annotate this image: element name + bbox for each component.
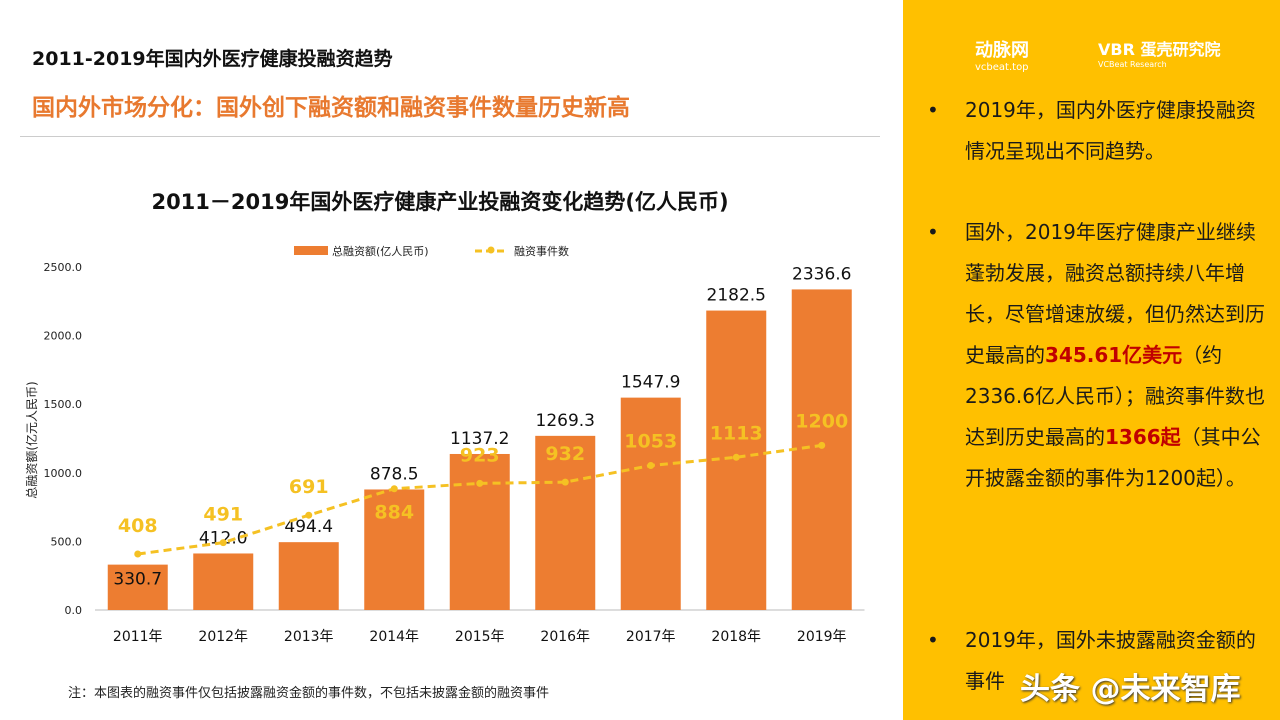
y-tick-label: 1000.0: [44, 467, 83, 480]
line-label: 691: [289, 476, 329, 498]
x-tick-label: 2016年: [540, 629, 590, 645]
bullet-1: • 2019年，国内外医疗健康投融资情况呈现出不同趋势。: [927, 98, 1256, 163]
line-point: [305, 511, 313, 519]
legend-line-marker: [487, 246, 495, 254]
y-axis-label: 总融资额(亿元人民币): [24, 381, 39, 498]
x-tick-label: 2011年: [113, 629, 163, 645]
line-label: 1113: [710, 422, 763, 444]
x-tick-label: 2012年: [198, 629, 248, 645]
bar: [278, 542, 339, 610]
y-tick-label: 2500.0: [44, 261, 83, 274]
x-tick-label: 2013年: [284, 629, 334, 645]
bar: [107, 564, 168, 610]
watermark: 头条 @未来智库: [1020, 672, 1241, 707]
line-point: [732, 453, 740, 461]
bar-label: 2336.6: [792, 264, 851, 284]
line-point: [818, 441, 826, 449]
x-tick-label: 2014年: [369, 629, 419, 645]
chart: 0.0 500.0 1000.0 1500.0 2000.0 2500.0 总融资额(亿元人…: [24, 244, 865, 645]
x-tick-label: 2018年: [711, 629, 761, 645]
x-tick-label: 2017年: [626, 629, 676, 645]
line-label: 1200: [795, 410, 848, 432]
y-tick-label: 2000.0: [44, 330, 83, 343]
bar-label: 2182.5: [707, 286, 766, 306]
x-tick-label: 2019年: [797, 629, 847, 645]
x-tick-label: 2015年: [455, 629, 505, 645]
legend-bar-swatch: [294, 246, 328, 255]
bar-label: 494.4: [284, 517, 333, 537]
page-title: 2011-2019年国内外医疗健康投融资趋势: [32, 48, 393, 70]
line-point: [561, 478, 569, 486]
bar-label: 1269.3: [536, 411, 595, 431]
line-label: 408: [118, 515, 158, 537]
chart-note: 注：本图表的融资事件仅包括披露融资金额的事件数，不包括未披露金额的融资事件: [68, 686, 550, 701]
line-label: 884: [374, 502, 414, 524]
chart-title: 2011－2019年国外医疗健康产业投融资变化趋势(亿人民币): [151, 190, 729, 214]
line-label: 491: [203, 504, 243, 526]
line-point: [134, 550, 142, 558]
y-tick-label: 1500.0: [44, 398, 83, 411]
bar-label: 878.5: [370, 464, 419, 484]
bar: [620, 397, 681, 610]
line-point: [390, 485, 398, 493]
bar: [449, 453, 510, 610]
line-label: 932: [545, 443, 585, 465]
vbr-logo: VBR 蛋壳研究院 VCBeat Research: [1098, 40, 1221, 69]
legend-line-label: 融资事件数: [514, 245, 569, 258]
bar: [364, 489, 425, 610]
bar: [193, 553, 254, 610]
bar-label: 1547.9: [621, 373, 680, 393]
bar-label: 1137.2: [450, 429, 509, 449]
line-point: [476, 479, 484, 487]
vcbeat-logo: 动脉网 vcbeat.top: [975, 40, 1029, 73]
y-tick-label: 500.0: [51, 535, 83, 548]
legend-bar-label: 总融资额(亿人民币): [332, 244, 429, 258]
bullet-3: • 2019年，国外未披露融资金额的事件: [927, 628, 1256, 693]
page-subtitle: 国内外市场分化：国外创下融资额和融资事件数量历史新高: [32, 95, 630, 121]
line-point: [219, 539, 227, 547]
bar-label: 330.7: [113, 570, 162, 590]
sidebar-panel: 动脉网 vcbeat.top VBR 蛋壳研究院 VCBeat Research •…: [903, 0, 1280, 720]
bar: [791, 289, 852, 610]
bullet-2: • 国外，2019年医疗健康产业继续蓬勃发展，融资总额持续八年增长，尽管增速放缓，…: [927, 220, 1265, 490]
line-point: [647, 462, 655, 470]
bar-label: 412.0: [199, 528, 248, 548]
line-label: 1053: [624, 431, 677, 453]
divider: [20, 136, 880, 137]
bar: [535, 435, 596, 610]
line-label: 923: [460, 444, 500, 466]
y-tick-label: 0.0: [65, 604, 83, 617]
